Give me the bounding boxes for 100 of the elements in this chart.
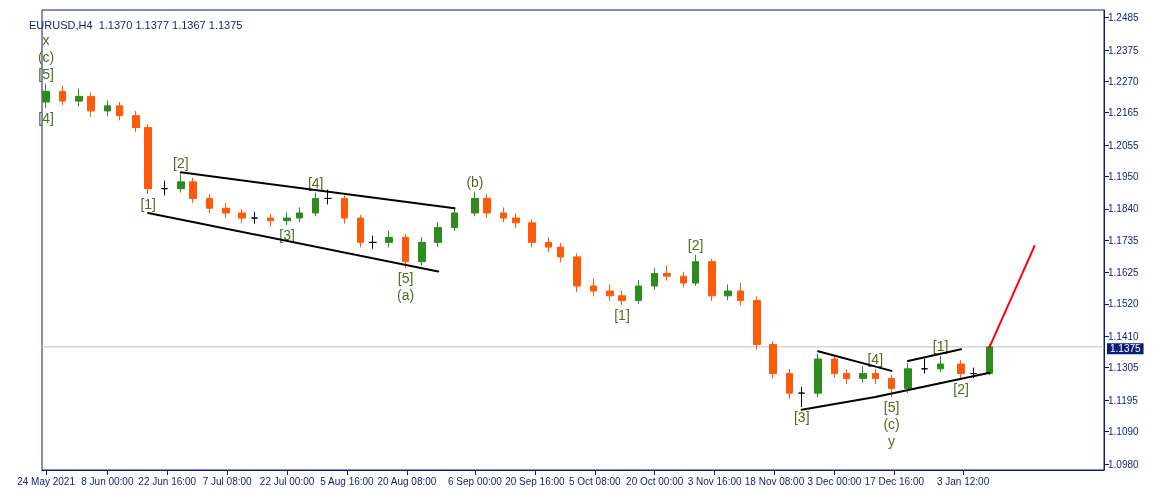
y-tick-label: 1.0980 [1108, 458, 1140, 470]
annotation: y [888, 433, 896, 450]
candlestick [471, 191, 479, 217]
candlestick [341, 194, 348, 225]
candlestick [590, 278, 597, 297]
annotation: [5] [38, 65, 54, 82]
candlestick [434, 221, 442, 248]
annotation: [2] [687, 236, 704, 253]
y-tick-label: 1.1090 [1108, 425, 1140, 437]
candlestick [75, 88, 83, 107]
candlestick [418, 236, 426, 266]
candlestick [937, 355, 944, 373]
candlestick [483, 193, 491, 219]
candlestick [267, 213, 274, 228]
x-tick-label: 20 Aug 08:00 [377, 475, 437, 487]
annotation: [4] [867, 351, 884, 368]
candlestick [144, 123, 152, 195]
annotation: [1] [614, 307, 630, 324]
candlestick [132, 110, 140, 133]
annotation: [3] [793, 409, 810, 426]
y-tick-label: 1.1305 [1108, 362, 1140, 374]
y-tick-label: 1.1625 [1108, 267, 1140, 279]
x-tick-label: 8 Jun 00:00 [81, 475, 134, 487]
x-tick-label: 20 Sep 16:00 [505, 475, 566, 487]
candlestick [545, 236, 552, 253]
candlestick [402, 233, 409, 269]
x-tick-label: 3 Dec 00:00 [807, 475, 862, 487]
candlestick [296, 206, 303, 223]
candlestick [206, 193, 213, 214]
candlestick [651, 267, 658, 291]
candlestick [161, 180, 168, 196]
candlestick [606, 284, 614, 302]
y-tick-label: 1.2270 [1108, 75, 1140, 87]
candlestick [798, 386, 805, 408]
candlestick [312, 192, 319, 217]
x-tick-label: 20 Oct 00:00 [626, 475, 684, 487]
ref-line-label: 1.1375 [1110, 343, 1142, 355]
candlestick [251, 211, 258, 225]
candlestick [872, 368, 879, 385]
candlestick [737, 282, 744, 306]
y-tick-label: 1.2055 [1108, 139, 1140, 151]
candlestick [59, 85, 66, 106]
candlestick [635, 279, 642, 305]
annotation: (c) [37, 48, 55, 65]
y-tick-label: 1.1410 [1108, 330, 1140, 342]
candlestick [708, 258, 716, 302]
annotation: [1] [140, 196, 156, 212]
candlestick [87, 92, 95, 118]
y-tick-label: 1.2375 [1108, 44, 1140, 56]
candlestick [357, 214, 364, 248]
candlestick [116, 101, 123, 121]
y-tick-label: 1.1735 [1108, 234, 1140, 246]
candlestick [618, 289, 626, 306]
x-tick-label: 18 Nov 08:00 [744, 475, 805, 487]
candlestick [42, 83, 50, 109]
annotation: [4] [38, 109, 54, 126]
annotation: [5] [883, 399, 900, 416]
x-tick-label: 17 Dec 16:00 [864, 475, 925, 487]
annotation: [2] [173, 155, 189, 172]
candlestick [451, 206, 458, 232]
x-tick-label: 3 Jan 12:00 [936, 475, 990, 487]
x-tick-label: 6 Sep 00:00 [448, 475, 503, 487]
annotation: [2] [953, 381, 969, 398]
y-tick-label: 1.1520 [1108, 298, 1140, 310]
candlestick [859, 365, 867, 383]
candlestick [528, 218, 536, 248]
candlestick [724, 284, 732, 301]
candlestick [753, 295, 761, 351]
candlestick [512, 212, 520, 229]
candlestick [888, 374, 895, 398]
candlestick [986, 343, 993, 376]
candlestick [385, 230, 393, 248]
candlestick [957, 359, 965, 380]
candlestick [663, 264, 671, 282]
annotation: (a) [396, 287, 415, 304]
candlestick [573, 252, 581, 293]
annotation: [5] [397, 270, 414, 287]
candlestick [692, 254, 699, 287]
annotation: [3] [279, 227, 295, 244]
x-tick-label: 5 Aug 16:00 [320, 475, 375, 487]
candlestick [904, 362, 912, 394]
x-tick-label: 7 Jul 08:00 [202, 475, 253, 487]
candlestick [104, 100, 111, 117]
candlestick [831, 354, 838, 379]
text: EURUSD,H4 1.1370 1.1377 1.1367 1.1375 [29, 18, 243, 31]
y-tick-label: 1.1840 [1108, 203, 1140, 215]
y-tick-label: 1.2165 [1108, 106, 1140, 118]
x-tick-label: 3 Nov 16:00 [687, 475, 742, 487]
candlestick [786, 368, 793, 400]
candlestick [769, 340, 777, 380]
candlestick [843, 368, 850, 385]
candlestick [189, 177, 197, 204]
candlestick [283, 211, 291, 226]
annotation: x [42, 31, 50, 48]
candlestick [369, 235, 377, 250]
y-tick-label: 1.1950 [1108, 170, 1140, 182]
annotation: [1] [932, 337, 949, 354]
candlestick [238, 208, 246, 224]
annotation: [4] [307, 174, 324, 191]
x-tick-label: 5 Oct 08:00 [568, 475, 622, 487]
